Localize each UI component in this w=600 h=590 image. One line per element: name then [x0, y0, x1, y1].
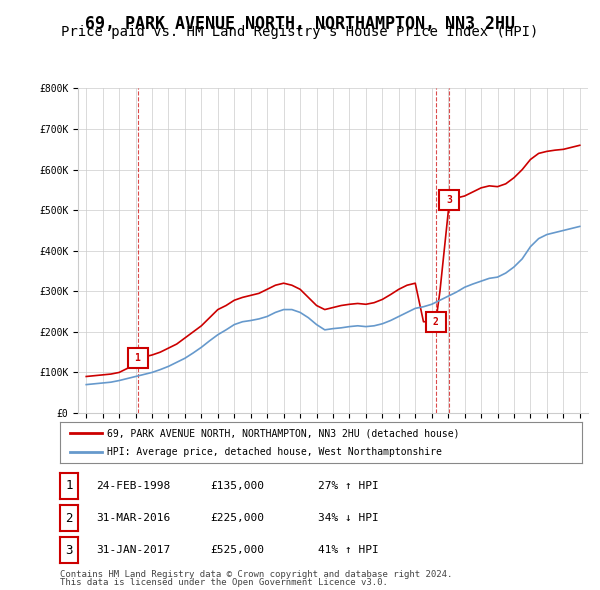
Text: This data is licensed under the Open Government Licence v3.0.: This data is licensed under the Open Gov…	[60, 578, 388, 587]
Text: 41% ↑ HPI: 41% ↑ HPI	[318, 546, 379, 555]
Text: 3: 3	[65, 544, 73, 557]
Text: 1: 1	[65, 479, 73, 492]
Text: 1: 1	[134, 353, 140, 363]
Text: 3: 3	[446, 195, 452, 205]
Text: HPI: Average price, detached house, West Northamptonshire: HPI: Average price, detached house, West…	[107, 447, 442, 457]
Text: Price paid vs. HM Land Registry's House Price Index (HPI): Price paid vs. HM Land Registry's House …	[61, 25, 539, 39]
Text: 69, PARK AVENUE NORTH, NORTHAMPTON, NN3 2HU: 69, PARK AVENUE NORTH, NORTHAMPTON, NN3 …	[85, 15, 515, 33]
Text: 27% ↑ HPI: 27% ↑ HPI	[318, 481, 379, 490]
Text: 24-FEB-1998: 24-FEB-1998	[96, 481, 170, 490]
Text: 31-JAN-2017: 31-JAN-2017	[96, 546, 170, 555]
Text: £225,000: £225,000	[210, 513, 264, 523]
Text: 34% ↓ HPI: 34% ↓ HPI	[318, 513, 379, 523]
Text: 2: 2	[433, 317, 439, 327]
Text: £135,000: £135,000	[210, 481, 264, 490]
Text: 31-MAR-2016: 31-MAR-2016	[96, 513, 170, 523]
Text: £525,000: £525,000	[210, 546, 264, 555]
Text: 69, PARK AVENUE NORTH, NORTHAMPTON, NN3 2HU (detached house): 69, PARK AVENUE NORTH, NORTHAMPTON, NN3 …	[107, 428, 460, 438]
Text: Contains HM Land Registry data © Crown copyright and database right 2024.: Contains HM Land Registry data © Crown c…	[60, 571, 452, 579]
Text: 2: 2	[65, 512, 73, 525]
